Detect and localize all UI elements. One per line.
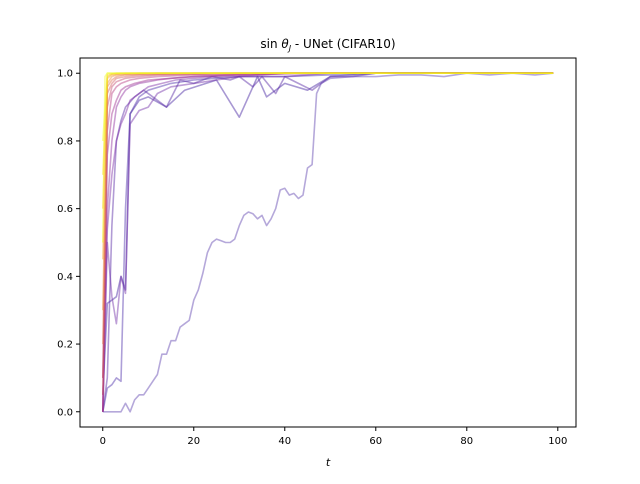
series-line-17 [102, 72, 554, 141]
x-tick-label: 60 [369, 436, 382, 447]
series-line-7 [102, 72, 554, 378]
title-subscript: J [287, 44, 292, 53]
plot-area-frame [79, 57, 577, 428]
series-line-2 [102, 72, 554, 412]
x-tick-label: 20 [187, 436, 200, 447]
series-line-8 [102, 72, 554, 412]
y-axis-ticks: 0.0 0.2 0.4 0.6 0.8 1.0 [57, 69, 80, 418]
series-line-10 [102, 72, 554, 378]
y-tick-label: 0.6 [57, 204, 73, 215]
plot-area-background [80, 58, 576, 427]
y-tick-label: 0.0 [57, 407, 73, 418]
series-line-15 [102, 72, 554, 209]
series-line-16 [102, 72, 554, 175]
y-tick-label: 1.0 [57, 69, 73, 80]
series-line-3 [102, 72, 554, 395]
x-tick-label: 100 [548, 436, 567, 447]
title-symbol: θ [281, 37, 289, 51]
series-line-18 [102, 72, 554, 243]
series-line-9 [102, 72, 554, 412]
x-tick-label: 0 [100, 436, 106, 447]
x-axis-ticks: 0 20 40 60 80 100 [100, 427, 567, 447]
y-tick-label: 0.4 [57, 272, 73, 283]
x-axis-label: t [326, 456, 331, 469]
series-line-14 [102, 72, 554, 260]
x-tick-label: 40 [278, 436, 291, 447]
series-line-11 [102, 72, 554, 395]
chart-title: sin θJ - UNet (CIFAR10) [260, 37, 395, 53]
x-tick-label: 80 [460, 436, 473, 447]
series-line-4 [102, 72, 554, 412]
series-layer [102, 72, 554, 413]
series-line-13 [102, 72, 554, 311]
y-tick-label: 0.8 [57, 136, 73, 147]
y-tick-label: 0.2 [57, 340, 73, 351]
title-rest: - UNet (CIFAR10) [291, 37, 396, 51]
title-fn: sin [260, 37, 277, 51]
series-line-5 [102, 72, 554, 412]
series-line-1 [102, 72, 554, 413]
series-line-6 [102, 72, 554, 412]
series-line-12 [102, 72, 554, 345]
